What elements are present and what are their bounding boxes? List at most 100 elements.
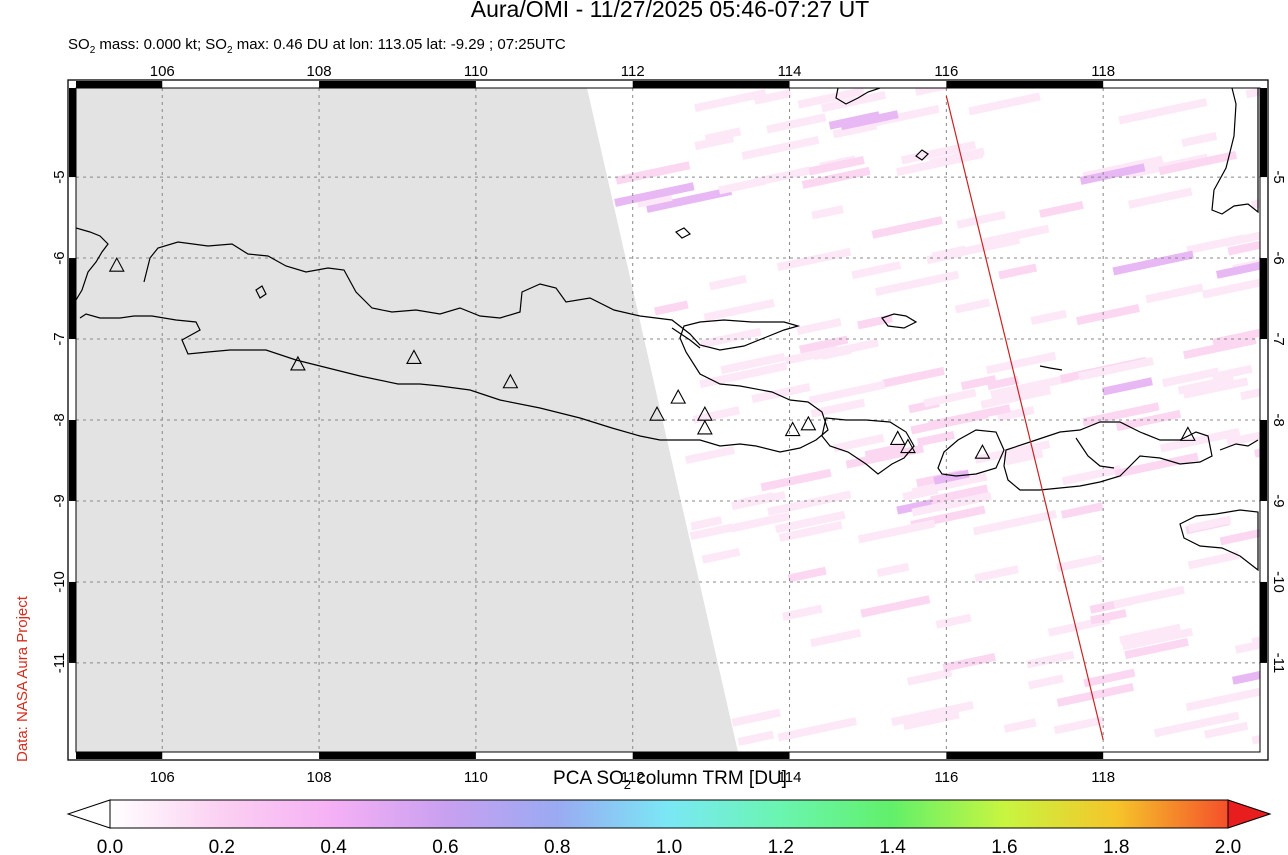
- lon-tick-label-top: 110: [464, 63, 488, 80]
- so2-pixel: [1053, 716, 1105, 735]
- so2-pixel: [1090, 609, 1127, 625]
- lat-tick-label-left: -5: [51, 170, 68, 183]
- so2-pixel: [871, 216, 943, 239]
- so2-pixel: [645, 187, 733, 213]
- lat-tick-label-right: -7: [1270, 332, 1287, 345]
- colorbar-gradient: [109, 799, 1229, 829]
- so2-retrieval-pixels: [614, 88, 1260, 746]
- coastline-sulawesi: [1211, 88, 1259, 215]
- coastline-madura: [671, 327, 701, 349]
- so2-pixel: [774, 510, 846, 534]
- so2-pixel: [902, 485, 939, 501]
- so2-pixel: [1078, 356, 1154, 381]
- so2-pixel: [968, 92, 1041, 116]
- so2-pixel: [1119, 623, 1182, 645]
- coastline-sumbawa-bay: [1075, 437, 1115, 469]
- lon-tick-label-bottom: 106: [150, 769, 175, 786]
- chart-subtitle: SO2 mass: 0.000 kt; SO2 max: 0.46 DU at …: [68, 36, 566, 56]
- volcano-triangle: [1179, 426, 1196, 441]
- so2-pixel: [798, 335, 849, 354]
- so2-pixel: [1124, 637, 1189, 660]
- so2-pixel: [1215, 256, 1260, 279]
- so2-pixel: [954, 298, 991, 314]
- map-frame: [67, 79, 1269, 761]
- so2-pixel: [1113, 585, 1185, 609]
- colorbar-tick-label: 0.8: [544, 837, 570, 855]
- lon-tick-label-top: 118: [1091, 63, 1115, 80]
- so2-pixel: [923, 388, 977, 408]
- colorbar-tick-label: 0.2: [209, 837, 235, 855]
- colorbar-max-arrow: [1227, 799, 1272, 829]
- so2-pixel: [694, 89, 767, 113]
- so2-pixel: [986, 375, 1019, 391]
- axis-tick-labels: 106 106 108 108 110 110 112 112 114 114 116 116 118 1…: [51, 63, 1287, 786]
- so2-pixel: [1203, 721, 1249, 739]
- so2-pixel: [614, 182, 695, 207]
- lon-tick-label-bottom: 110: [464, 769, 488, 786]
- so2-pixel: [701, 547, 741, 564]
- so2-pixel: [833, 433, 885, 453]
- so2-pixel: [787, 566, 827, 583]
- so2-pixel: [998, 263, 1038, 280]
- so2-pixel: [1030, 309, 1067, 325]
- frame-segment-bottom: [319, 752, 476, 759]
- subtitle-mid: mass: 0.000 kt; SO: [95, 36, 227, 53]
- so2-pixel: [1079, 163, 1146, 185]
- so2-pixel: [684, 445, 735, 465]
- so2-pixel: [911, 491, 992, 517]
- so2-pixel: [1039, 200, 1084, 218]
- lat-tick-label-right: -6: [1270, 251, 1287, 264]
- so2-pixel: [760, 468, 832, 492]
- colorbar-title: PCA SO2 column TRM [DU]: [0, 768, 1288, 792]
- volcano-triangle: [800, 415, 817, 431]
- so2-pixel: [845, 444, 925, 469]
- frame-segment-left: [69, 88, 76, 178]
- so2-pixel: [808, 156, 865, 176]
- orbit-track-line: [945, 95, 1104, 740]
- so2-pixel: [910, 410, 989, 435]
- so2-pixel: [1187, 515, 1232, 533]
- lon-tick-label-bottom: 118: [1091, 769, 1115, 786]
- so2-pixel: [1118, 98, 1208, 125]
- so2-pixel: [914, 88, 973, 96]
- so2-pixel: [1121, 627, 1194, 651]
- so2-pixel: [891, 701, 974, 727]
- lon-tick-label-bottom: 116: [934, 769, 958, 786]
- so2-pixel: [1177, 375, 1235, 395]
- so2-pixel: [931, 245, 967, 261]
- so2-pixel: [708, 274, 747, 291]
- so2-pixel: [1153, 711, 1240, 738]
- so2-pixel: [730, 512, 791, 533]
- so2-pixel: [903, 710, 960, 731]
- so2-pixel: [1185, 687, 1260, 712]
- volcano-triangle: [784, 421, 801, 437]
- so2-pixel: [777, 717, 857, 742]
- so2-pixel: [810, 628, 862, 648]
- so2-pixel: [690, 516, 723, 531]
- colorbar-tick-label: 2.0: [1215, 837, 1241, 855]
- cbar-title-prefix: PCA SO: [553, 768, 624, 789]
- so2-pixel: [996, 405, 1035, 422]
- so2-pixel: [782, 604, 823, 621]
- volcano-triangle: [696, 419, 713, 435]
- so2-pixel: [1161, 367, 1220, 388]
- so2-pixel: [1224, 228, 1260, 247]
- so2-pixel: [1219, 528, 1260, 546]
- so2-pixel: [796, 317, 842, 336]
- so2-pixel: [860, 595, 931, 618]
- coastline-sumba: [1179, 509, 1259, 572]
- so2-pixel: [942, 652, 996, 672]
- so2-pixel: [1240, 375, 1260, 401]
- so2-pixel: [720, 352, 786, 375]
- subtitle-tail: max: 0.46 DU at lon: 113.05 lat: -9.29 ;…: [232, 36, 566, 53]
- so2-pixel: [1159, 427, 1241, 453]
- so2-pixel: [1127, 187, 1193, 209]
- so2-pixel: [960, 375, 997, 391]
- so2-pixel: [767, 490, 852, 516]
- chart-title: Aura/OMI - 11/27/2025 05:46-07:27 UT: [470, 0, 870, 22]
- so2-pixel: [1027, 674, 1064, 690]
- so2-pixel: [832, 121, 878, 139]
- coastline-flores: [1219, 439, 1259, 451]
- so2-pixel: [1158, 150, 1238, 176]
